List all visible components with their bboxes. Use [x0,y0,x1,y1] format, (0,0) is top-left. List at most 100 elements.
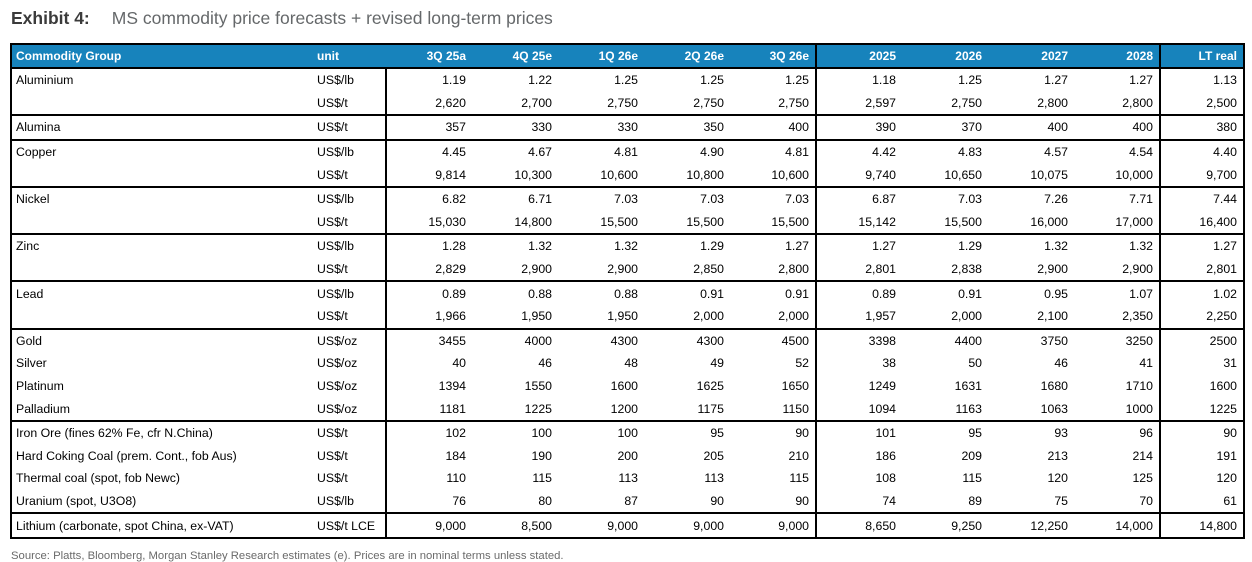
value-cell: 87 [624,493,638,508]
value-cell: 1.29 [644,233,730,258]
table-body: Aluminium US$/lb 1.19 1.22 1.25 1.25 1.25 1.18 1… [11,67,1244,538]
value-cell: 8,500 [472,512,558,538]
table-row: Hard Coking Coal (prem. Cont., fob Aus) U… [11,444,1244,468]
column-header-4q25e: 4Q 25e [472,44,558,69]
unit-cell: US$/t [317,448,348,463]
value-cell: 80 [538,493,552,508]
value-cell: 115 [789,471,809,486]
table-row: Gold US$/oz 3455 4000 4300 4300 4500 3398 4400 37… [11,327,1244,353]
value-cell: 380 [1159,114,1244,140]
commodity-label: Nickel [11,185,301,211]
value-cell: 93 [988,419,1074,445]
value-cell: 2,350 [1122,309,1153,324]
value-cell: 2,900 [607,262,638,277]
value-cell: 214 [1132,448,1153,463]
value-cell: 90 [710,493,724,508]
value-cell: 1550 [524,379,552,394]
value-cell: 7.26 [988,185,1074,211]
value-cell: 6.87 [815,185,902,211]
value-cell: 2,000 [778,309,809,324]
value-cell: 1631 [954,379,982,394]
value-cell: 4.81 [730,138,816,164]
value-cell: 41 [1139,356,1153,371]
value-cell: 2,000 [951,309,982,324]
value-cell: 9,000 [385,512,472,538]
value-cell: 330 [558,114,644,140]
page-title: MS commodity price forecasts + revised l… [111,8,553,28]
value-cell: 40 [385,352,472,375]
value-cell: 100 [472,419,558,445]
value-cell: 49 [710,356,724,371]
value-cell: 7.44 [1159,185,1244,211]
column-header-2q26e: 2Q 26e [644,44,730,69]
value-cell: 89 [968,493,982,508]
unit-cell: US$/oz [301,327,386,353]
commodity-label [11,211,301,235]
value-cell: 7.03 [558,185,644,211]
value-cell: 76 [385,489,472,514]
value-cell: 120 [1047,471,1068,486]
value-cell: 1.27 [815,233,902,258]
value-cell: 0.89 [815,280,902,305]
value-cell: 2,700 [521,95,552,110]
column-header-2028: 2028 [1074,44,1160,69]
value-cell: 7.71 [1074,185,1160,211]
table-row: Platinum US$/oz 1394 1550 1600 1625 1650 1249 16… [11,374,1244,398]
column-header-3q26e: 3Q 26e [730,44,816,69]
unit-cell: US$/oz [317,379,358,394]
value-cell: 1.18 [815,67,902,92]
value-cell: 1.32 [472,233,558,258]
value-cell: 190 [531,448,552,463]
value-cell: 125 [1132,471,1153,486]
value-cell: 15,500 [686,214,724,229]
value-cell: 16,000 [1030,214,1068,229]
value-cell: 8,650 [815,512,902,538]
unit-cell: US$/t [317,214,348,229]
value-cell: 9,250 [902,512,988,538]
commodity-label [11,305,301,329]
value-cell: 6.82 [385,185,472,211]
value-cell: 1.13 [1159,67,1244,92]
value-cell: 1,950 [607,309,638,324]
value-cell: 1.07 [1074,280,1160,305]
unit-cell: US$/t [317,262,348,277]
column-header-3q25a: 3Q 25a [386,44,472,69]
unit-cell: US$/lb [301,67,386,92]
value-cell: 10,600 [771,167,809,182]
value-cell: 1.27 [1159,233,1244,258]
value-cell: 14,800 [514,214,552,229]
commodity-label [11,92,301,116]
value-cell: 2,829 [385,257,472,282]
value-cell: 10,600 [600,167,638,182]
value-cell: 1163 [955,401,982,416]
column-header-2025: 2025 [815,44,902,69]
unit-cell: US$/t [301,419,386,445]
value-cell: 1,966 [385,304,472,329]
value-cell: 4.40 [1159,138,1244,164]
value-cell: 90 [730,419,816,445]
table-row: Iron Ore (fines 62% Fe, cfr N.China) US$/… [11,419,1244,445]
value-cell: 108 [815,467,902,490]
commodity-label: Iron Ore (fines 62% Fe, cfr N.China) [11,419,301,445]
value-cell: 2,620 [385,91,472,116]
value-cell: 4.57 [988,138,1074,164]
value-cell: 90 [1159,419,1244,445]
table-row: US$/t 2,620 2,700 2,750 2,750 2,750 2,597 2,750… [11,91,1244,116]
value-cell: 1.32 [1074,233,1160,258]
value-cell: 15,030 [385,210,472,235]
commodity-label: Alumina [11,114,301,140]
unit-cell: US$/t [317,95,348,110]
value-cell: 90 [795,493,809,508]
value-cell: 1225 [524,401,552,416]
value-cell: 96 [1074,419,1160,445]
value-cell: 120 [1159,467,1244,490]
column-header-2026: 2026 [902,44,988,69]
forecast-table: Commodity Group unit 3Q 25a 4Q 25e 1Q 26e 2Q … [10,43,1245,539]
value-cell: 0.88 [472,280,558,305]
value-cell: 2,801 [1159,257,1244,282]
value-cell: 4.90 [644,138,730,164]
unit-cell: US$/t LCE [301,512,386,538]
value-cell: 1.25 [902,67,988,92]
value-cell: 2,900 [521,262,552,277]
table-row: Thermal coal (spot, fob Newc) US$/t 110 115… [11,467,1244,490]
